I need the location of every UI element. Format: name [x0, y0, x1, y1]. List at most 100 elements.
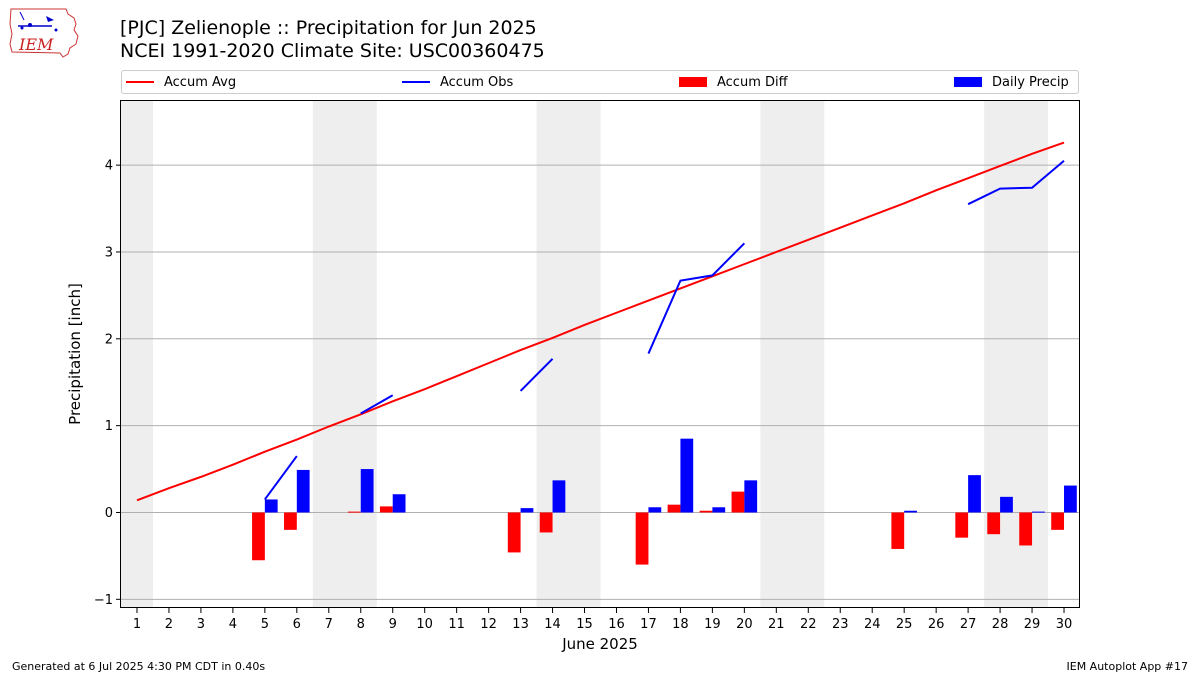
x-tick-label: 29 [1024, 617, 1041, 632]
weekend-shading [121, 100, 1049, 608]
daily-precip-bar [1032, 511, 1045, 513]
x-tick-label: 10 [416, 617, 433, 632]
daily-precip-bar [1064, 485, 1077, 513]
accum-diff-bar [1051, 512, 1065, 530]
legend-label-accum-diff: Accum Diff [717, 74, 788, 90]
x-tick-label: 5 [261, 617, 269, 632]
daily-precip-bar [680, 438, 694, 513]
legend-label-accum-avg: Accum Avg [164, 74, 237, 90]
weekend-shade-band [121, 100, 153, 608]
x-tick-label: 1 [133, 617, 141, 632]
x-tick-label: 4 [229, 617, 237, 632]
accum-avg-line [136, 141, 1065, 502]
x-tick-label: 22 [800, 617, 817, 632]
accum-avg-polyline [136, 141, 1065, 502]
daily-precip-bar [968, 475, 981, 513]
iem-logo: IEM [9, 8, 79, 58]
legend-label-accum-obs: Accum Obs [440, 74, 514, 90]
legend-swatch-accum-diff [679, 77, 707, 87]
daily-precip-bars [264, 438, 1077, 513]
daily-precip-bar [520, 508, 534, 513]
legend-swatch-accum-avg [126, 81, 154, 83]
x-tick-label: 18 [672, 617, 689, 632]
y-axis-label: Precipitation [inch] [66, 283, 84, 425]
accum-obs-segment [519, 358, 554, 392]
x-tick-label: 12 [480, 617, 497, 632]
x-tick-label: 20 [736, 617, 753, 632]
weekend-shade-band [312, 100, 377, 608]
accum-obs-segment [264, 455, 298, 501]
x-tick-label: 3 [197, 617, 205, 632]
accum-diff-bar [379, 506, 393, 513]
daily-precip-bar [1000, 496, 1013, 513]
logo-text: IEM [18, 35, 54, 54]
x-tick-label: 27 [960, 617, 977, 632]
accum-diff-bar [987, 512, 1001, 535]
daily-precip-bar [360, 469, 374, 513]
legend-swatch-daily-precip [954, 77, 982, 87]
daily-precip-bar [648, 507, 662, 513]
generated-timestamp: Generated at 6 Jul 2025 4:30 PM CDT in 0… [12, 660, 266, 673]
accum-diff-bar [699, 510, 713, 513]
accum-diff-bar [667, 504, 681, 513]
legend-item-daily-precip: Daily Precip [954, 71, 1069, 93]
chart-subtitle: NCEI 1991-2020 Climate Site: USC00360475 [120, 40, 545, 62]
accum-diff-bar [347, 511, 361, 513]
x-axis-label: June 2025 [561, 635, 638, 653]
x-tick-label: 8 [357, 617, 365, 632]
x-tick-label: 14 [544, 617, 561, 632]
legend-item-accum-obs: Accum Obs [402, 71, 513, 93]
daily-precip-bar [296, 469, 310, 513]
y-axis-ticks: −1 0 1 2 3 4 [94, 159, 121, 608]
y-gridlines [121, 164, 1080, 600]
accum-obs-segment [647, 242, 746, 354]
accum-diff-bar [635, 512, 649, 565]
accum-diff-bar [284, 512, 297, 530]
y-tick-label: −1 [94, 593, 113, 608]
daily-precip-bar [392, 494, 406, 513]
accum-diff-bar [252, 512, 265, 561]
accum-diff-bar [891, 512, 905, 549]
x-tick-label: 21 [768, 617, 785, 632]
y-tick-label: 4 [105, 159, 113, 174]
x-tick-label: 6 [293, 617, 301, 632]
chart-legend: Accum Avg Accum Obs Accum Diff Daily Pre… [121, 70, 1079, 94]
x-tick-label: 11 [448, 617, 465, 632]
x-tick-label: 7 [325, 617, 333, 632]
x-tick-label: 13 [512, 617, 529, 632]
daily-precip-bar [552, 480, 566, 513]
legend-item-accum-avg: Accum Avg [126, 71, 236, 93]
x-tick-label: 23 [832, 617, 849, 632]
accum-diff-bar [955, 512, 969, 538]
x-tick-label: 30 [1056, 617, 1073, 632]
x-tick-label: 17 [640, 617, 657, 632]
accum-diff-bar [731, 491, 745, 513]
x-tick-label: 28 [992, 617, 1009, 632]
iowa-outline-shape [9, 8, 79, 58]
x-tick-label: 9 [389, 617, 397, 632]
accum-diff-bar [1019, 512, 1033, 546]
y-tick-label: 2 [105, 332, 113, 347]
daily-precip-bar [264, 499, 278, 513]
x-tick-label: 24 [864, 617, 881, 632]
x-tick-label: 15 [576, 617, 593, 632]
accum-diff-bar [539, 512, 553, 533]
legend-item-accum-diff: Accum Diff [679, 71, 788, 93]
y-tick-label: 0 [105, 506, 113, 521]
daily-precip-bar [904, 510, 917, 513]
daily-precip-bar [712, 507, 726, 513]
legend-swatch-accum-obs [402, 81, 430, 83]
x-tick-label: 25 [896, 617, 913, 632]
x-tick-label: 19 [704, 617, 721, 632]
accum-diff-bar [507, 512, 521, 553]
y-tick-label: 1 [105, 419, 113, 434]
x-tick-label: 26 [928, 617, 945, 632]
weekend-shade-band [760, 100, 825, 608]
plot-frame [120, 100, 1080, 608]
app-label: IEM Autoplot App #17 [1066, 660, 1189, 673]
chart-title: [PJC] Zelienople :: Precipitation for Ju… [120, 17, 537, 39]
accum-obs-line [264, 160, 1065, 501]
x-axis-ticks: 1 2 3 4 5 6 7 8 9 10 11 12 13 14 15 16 17 18 19 20 21 22 23 24 2… [133, 608, 1072, 632]
accum-obs-segment [967, 160, 1065, 206]
